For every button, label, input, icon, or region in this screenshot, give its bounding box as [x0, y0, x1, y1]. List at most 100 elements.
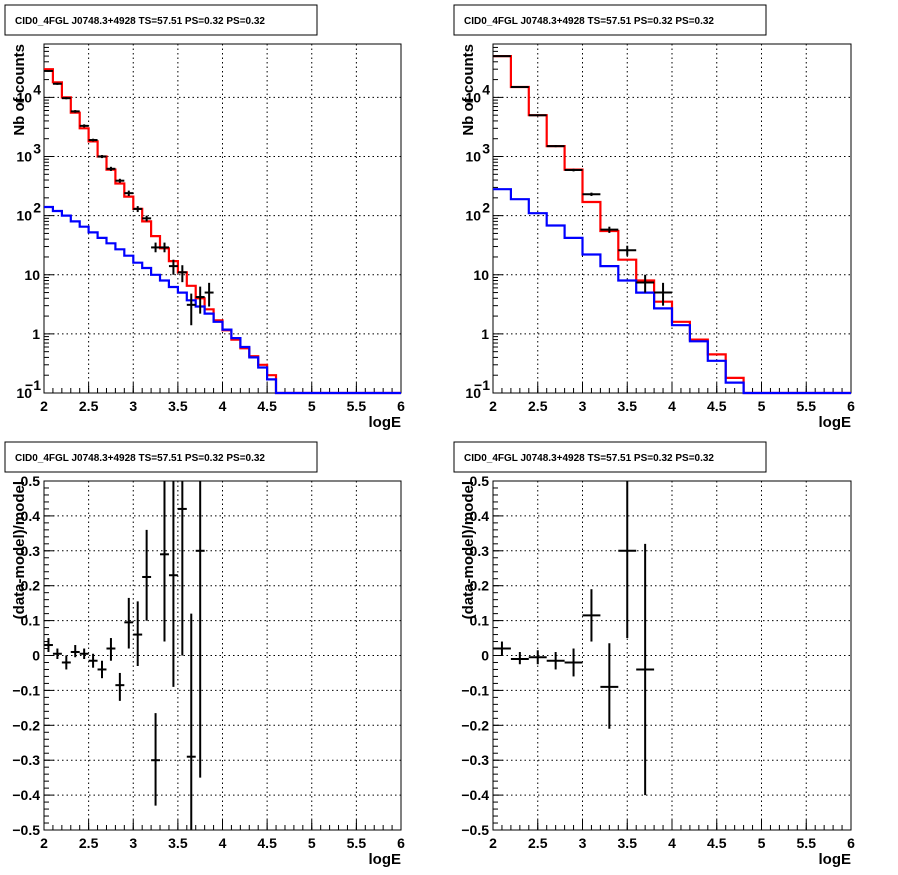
x-tick-label: 6 — [847, 835, 855, 851]
x-tick-label: 4 — [219, 835, 227, 851]
data-point — [510, 85, 529, 88]
data-point — [528, 650, 547, 665]
data-point — [151, 242, 161, 253]
y-tick-exponent: 4 — [482, 81, 490, 97]
x-tick-label: 4 — [668, 835, 676, 851]
data-point — [195, 286, 205, 314]
chart-title: CID0_4FGL J0748.3+4928 TS=57.51 PS=0.32 … — [15, 16, 265, 27]
data-point — [88, 138, 98, 142]
data-point — [52, 82, 62, 85]
y-tick-label-group: 10 4 — [465, 81, 490, 105]
y-tick-label: 10 — [16, 149, 32, 165]
data-point — [61, 655, 71, 670]
data-points — [493, 55, 672, 306]
plot-frame — [43, 43, 402, 394]
y-tick-label: 10 — [16, 208, 32, 224]
y-tick-label: −0.2 — [12, 717, 40, 733]
y-tick-label-group: 10 3 — [465, 141, 490, 165]
y-tick-label: −0.5 — [12, 822, 40, 838]
y-tick-label: 0.4 — [21, 508, 41, 524]
y-tick-label-group: −0.4 — [12, 787, 40, 803]
x-tick-label: 3 — [579, 398, 587, 414]
title-box — [4, 4, 318, 36]
data-point — [177, 265, 187, 283]
x-tick-label: 3.5 — [618, 398, 638, 414]
x-tick-label: 5 — [308, 398, 316, 414]
x-tick-label: 2.5 — [79, 398, 99, 414]
title-box — [453, 441, 767, 473]
data-point — [204, 282, 214, 307]
x-tick-label: 6 — [397, 398, 405, 414]
y-tick-label-group: 0.4 — [21, 508, 41, 524]
data-point — [186, 293, 196, 326]
y-tick-label-group: −0.5 — [461, 822, 489, 838]
data-point — [546, 652, 565, 670]
y-tick-label-group: 0.4 — [470, 508, 490, 524]
data-point — [168, 259, 178, 275]
x-tick-label: 4 — [668, 398, 676, 414]
x-tick-label: 2.5 — [528, 835, 548, 851]
y-tick-label: 0.1 — [470, 613, 490, 629]
data-point — [106, 638, 116, 661]
y-tick-label: 0.2 — [470, 578, 490, 594]
data-point — [600, 643, 619, 729]
y-tick-exponent: 2 — [33, 200, 41, 216]
title-box — [453, 4, 767, 36]
plot-frame — [492, 480, 852, 831]
data-point — [97, 155, 107, 159]
y-tick-label: 0.3 — [21, 543, 41, 559]
chart-panel-2: CID0_4FGL J0748.3+4928 TS=57.51 PS=0.32 … — [453, 4, 855, 431]
data-point — [142, 529, 152, 621]
x-tick-label: 2.5 — [79, 835, 99, 851]
y-tick-label-group: 10 2 — [16, 200, 41, 224]
y-tick-label: −0.1 — [12, 682, 40, 698]
x-tick-label: 3 — [129, 835, 137, 851]
data-points — [493, 481, 655, 796]
x-tick-label: 2 — [40, 398, 48, 414]
data-point — [546, 145, 565, 148]
y-tick-label: 0.2 — [21, 578, 41, 594]
y-tick-label: 0.5 — [21, 473, 41, 489]
series-blue-histogram — [44, 205, 401, 395]
x-tick-label: 2 — [40, 835, 48, 851]
x-tick-label: 5 — [758, 835, 766, 851]
y-tick-label: 0 — [481, 648, 489, 664]
x-axis-title: logE — [369, 414, 402, 431]
y-tick-label-group: 10 4 — [16, 81, 41, 105]
x-tick-label: 6 — [847, 398, 855, 414]
y-tick-label: −0.2 — [461, 717, 489, 733]
data-point — [79, 648, 89, 659]
y-tick-label: −0.4 — [461, 787, 489, 803]
y-tick-label: 10 — [16, 385, 32, 401]
data-point — [636, 274, 655, 293]
y-tick-label-group: 10−1 — [16, 377, 41, 401]
data-point — [654, 282, 672, 306]
data-point — [582, 192, 601, 196]
chart-panel-3: CID0_4FGL J0748.3+4928 TS=57.51 PS=0.32 … — [4, 441, 405, 868]
data-point — [44, 69, 53, 72]
x-tick-label: 3.5 — [168, 398, 188, 414]
y-tick-label: 10 — [16, 89, 32, 105]
y-tick-label-group: 10 — [24, 267, 40, 283]
y-tick-label-group: −0.1 — [12, 682, 40, 698]
y-tick-label-group: −0.2 — [12, 717, 40, 733]
data-point — [600, 226, 619, 233]
y-axis: −0.5 −0.4 −0.3 −0.2 −0.1 0 0.1 0.2 0.3 0.4 0.5(dat… — [11, 473, 401, 838]
data-point — [106, 166, 116, 171]
y-tick-label: −0.5 — [461, 822, 489, 838]
x-tick-label: 4.5 — [707, 835, 727, 851]
chart-title: CID0_4FGL J0748.3+4928 TS=57.51 PS=0.32 … — [464, 453, 714, 464]
y-tick-label-group: −0.1 — [461, 682, 489, 698]
x-tick-label: 4.5 — [257, 398, 277, 414]
data-point — [528, 114, 547, 117]
data-point — [195, 481, 205, 778]
x-tick-label: 3 — [129, 398, 137, 414]
y-tick-exponent: 3 — [33, 141, 41, 157]
x-tick-label: 5 — [758, 398, 766, 414]
data-point — [160, 481, 169, 642]
y-tick-label: 10 — [465, 208, 481, 224]
chart-panel-1: CID0_4FGL J0748.3+4928 TS=57.51 PS=0.32 … — [4, 4, 405, 431]
